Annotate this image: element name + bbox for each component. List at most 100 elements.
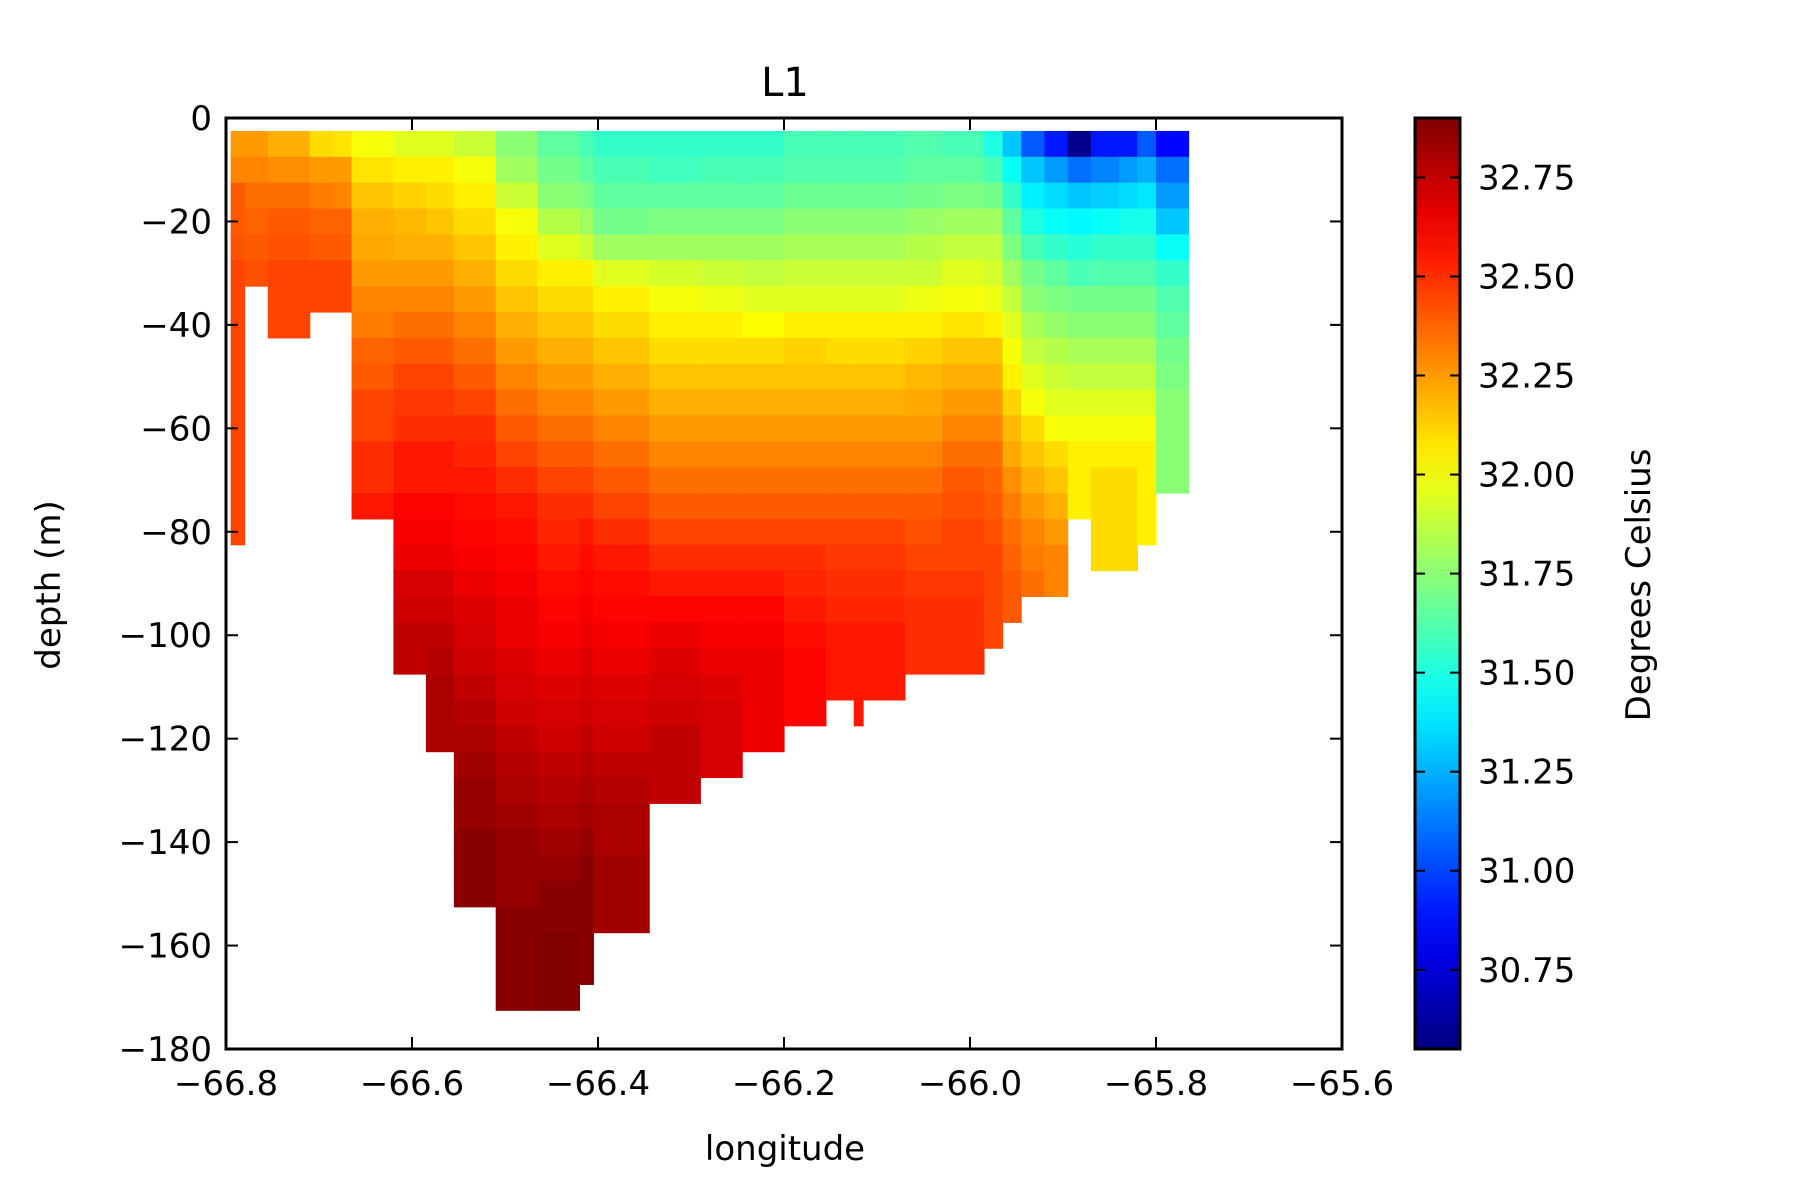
heatmap-cell	[393, 544, 427, 572]
heatmap-cell	[700, 337, 743, 365]
heatmap-cell	[537, 906, 580, 934]
heatmap-cell	[700, 311, 743, 339]
heatmap-cell	[742, 130, 785, 158]
heatmap-cell	[593, 492, 650, 520]
heatmap-cell	[495, 596, 539, 623]
heatmap-cell	[1002, 363, 1022, 391]
heatmap-cell	[537, 441, 580, 468]
heatmap-cell	[825, 311, 855, 339]
heatmap-cell	[593, 777, 650, 804]
heatmap-cell	[425, 337, 455, 365]
heatmap-cell	[537, 337, 580, 365]
heatmap-cell	[393, 570, 427, 598]
heatmap-cell	[579, 674, 594, 701]
heatmap-cell	[1044, 389, 1069, 416]
heatmap-cell	[700, 286, 743, 313]
heatmap-cell	[700, 648, 743, 675]
y-tick-label: −120	[119, 720, 212, 760]
colorbar-tick-label: 32.25	[1478, 357, 1575, 397]
heatmap-cell	[1118, 234, 1138, 261]
heatmap-cell	[825, 467, 855, 494]
heatmap-cell	[700, 441, 743, 468]
heatmap-cell	[244, 208, 269, 235]
heatmap-cell	[267, 311, 311, 339]
heatmap-cell	[742, 674, 785, 701]
heatmap-cell	[495, 156, 539, 184]
heatmap-cell	[1137, 182, 1157, 210]
heatmap-cell	[863, 130, 906, 158]
heatmap-cell	[853, 518, 864, 546]
heatmap-cell	[495, 544, 539, 572]
heatmap-cell	[230, 492, 246, 520]
heatmap-cell	[332, 234, 353, 261]
heatmap-cell	[983, 260, 1004, 287]
heatmap-cell	[537, 182, 580, 210]
heatmap-cell	[1090, 337, 1120, 365]
heatmap-cell	[742, 570, 785, 598]
heatmap-cell	[495, 751, 539, 779]
heatmap-cell	[495, 182, 539, 210]
heatmap-cell	[942, 415, 985, 442]
heatmap-cell	[537, 777, 580, 804]
heatmap-cell	[904, 389, 943, 416]
heatmap-cell	[1002, 415, 1022, 442]
heatmap-cell	[1118, 311, 1138, 339]
heatmap-cell	[537, 674, 580, 701]
heatmap-cell	[393, 622, 427, 649]
heatmap-cell	[983, 570, 1004, 598]
heatmap-cell	[495, 880, 539, 908]
heatmap-cell	[825, 492, 855, 520]
heatmap-cell	[579, 958, 594, 985]
heatmap-cell	[1118, 260, 1138, 287]
heatmap-cell	[742, 389, 785, 416]
heatmap-cell	[853, 130, 864, 158]
heatmap-cell	[393, 182, 427, 210]
heatmap-cell	[1156, 130, 1190, 158]
heatmap-cell	[332, 260, 353, 287]
y-tick-label: −140	[119, 823, 212, 863]
heatmap-cell	[1090, 182, 1120, 210]
heatmap-cell	[1044, 208, 1069, 235]
heatmap-cell	[230, 389, 246, 416]
heatmap-cell	[579, 570, 594, 598]
heatmap-cell	[593, 803, 650, 830]
heatmap-cell	[942, 570, 985, 598]
heatmap-cell	[904, 596, 943, 623]
heatmap-cell	[825, 260, 855, 287]
heatmap-cell	[537, 622, 580, 649]
heatmap-cell	[495, 674, 539, 701]
heatmap-cell	[853, 441, 864, 468]
heatmap-cell	[425, 570, 455, 598]
heatmap-cell	[1021, 389, 1045, 416]
heatmap-cell	[495, 699, 539, 727]
heatmap-cell	[593, 855, 650, 882]
heatmap-cell	[1067, 234, 1092, 261]
heatmap-cell	[537, 725, 580, 753]
heatmap-cell	[853, 363, 864, 391]
heatmap-cell	[495, 260, 539, 287]
heatmap-cell	[1021, 130, 1045, 158]
heatmap-cell	[453, 518, 497, 546]
heatmap-cell	[1021, 311, 1045, 339]
heatmap-cell	[825, 674, 855, 701]
heatmap-cell	[495, 286, 539, 313]
heatmap-cell	[537, 492, 580, 520]
heatmap-cell	[537, 932, 580, 960]
heatmap-cell	[351, 130, 394, 158]
heatmap-cell	[453, 156, 497, 184]
heatmap-cell	[1002, 260, 1022, 287]
heatmap-cell	[1021, 182, 1045, 210]
heatmap-cell	[1067, 208, 1092, 235]
heatmap-cell	[863, 234, 906, 261]
heatmap-cell	[425, 311, 455, 339]
heatmap-cell	[1044, 311, 1069, 339]
heatmap-cell	[649, 596, 701, 623]
heatmap-cell	[825, 544, 855, 572]
heatmap-cell	[742, 492, 785, 520]
heatmap-cell	[942, 518, 985, 546]
heatmap-cell	[593, 596, 650, 623]
heatmap-cell	[983, 337, 1004, 365]
heatmap-cell	[942, 544, 985, 572]
heatmap-cell	[309, 156, 334, 184]
heatmap-cell	[453, 725, 497, 753]
